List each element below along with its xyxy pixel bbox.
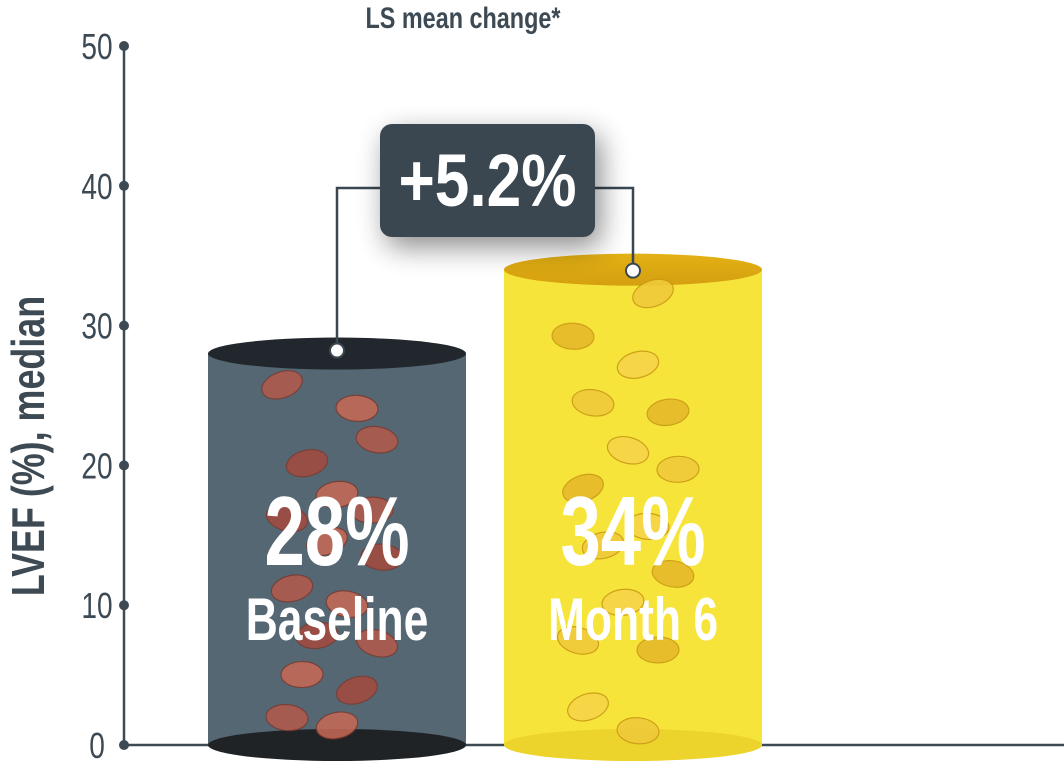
y-axis-label: LVEF (%), median	[3, 296, 54, 596]
cell-decoration	[551, 322, 595, 350]
cell-decoration	[562, 473, 604, 503]
cell-decoration	[270, 574, 314, 603]
cell-decoration	[636, 636, 680, 664]
bar-cells-decoration	[261, 370, 404, 740]
cell-decoration	[632, 278, 674, 309]
cell-decoration	[616, 350, 660, 379]
annotation-box	[380, 124, 595, 237]
annotation-layer: +5.2%	[329, 124, 641, 359]
cell-decoration	[355, 425, 399, 454]
bar-base	[208, 729, 466, 761]
cell-decoration	[651, 559, 695, 588]
annotation-text: +5.2%	[399, 140, 577, 222]
cell-decoration	[325, 590, 369, 618]
cell-decoration	[581, 531, 625, 560]
cell-decoration	[265, 703, 309, 732]
cell-decoration	[306, 526, 348, 557]
cell-decoration	[606, 436, 650, 465]
cell-decoration	[350, 496, 394, 524]
cell-decoration	[261, 370, 303, 400]
cell-decoration	[336, 675, 378, 705]
cell-decoration	[295, 621, 339, 650]
bar-category-label: Month 6	[548, 587, 718, 654]
y-tick-dot	[119, 41, 129, 51]
cell-decoration	[355, 628, 399, 658]
y-tick-label: 10	[81, 586, 112, 626]
cell-decoration	[571, 388, 615, 417]
y-tick-label: 40	[81, 166, 112, 206]
bar-value-label: 34%	[560, 477, 705, 586]
cell-decoration	[265, 503, 309, 533]
cell-decoration	[315, 480, 359, 509]
bar-base	[504, 729, 762, 761]
y-tick-dot	[119, 180, 129, 191]
bar-cells-decoration	[551, 278, 700, 745]
y-tick-dot	[119, 600, 129, 611]
cell-decoration	[335, 394, 379, 422]
cell-decoration	[360, 543, 404, 571]
cell-decoration	[567, 692, 609, 722]
cell-decoration	[601, 588, 645, 617]
y-tick-label: 0	[89, 726, 105, 766]
bracket-end-dot	[329, 342, 345, 359]
cell-decoration	[626, 512, 670, 541]
y-tick-label: 30	[81, 306, 112, 346]
y-tick-label: 20	[81, 446, 112, 486]
y-tick-dot	[119, 740, 129, 750]
y-tick-dot	[119, 320, 129, 331]
cell-decoration	[616, 717, 660, 745]
bar-body	[504, 269, 762, 745]
cell-decoration	[285, 448, 329, 478]
chart-title: LS mean change*	[366, 1, 561, 34]
y-tick-dot	[119, 460, 129, 471]
cell-decoration	[315, 711, 359, 740]
bar-month-6: 34%Month 6	[504, 253, 762, 761]
bar-value-label: 28%	[264, 477, 409, 586]
cell-decoration	[656, 455, 700, 483]
bar-category-label: Baseline	[246, 587, 429, 654]
bar-baseline: 28%Baseline	[208, 337, 466, 761]
cell-decoration	[280, 660, 324, 689]
bracket-end-dot	[625, 262, 641, 279]
cell-decoration	[646, 398, 690, 427]
y-tick-label: 50	[81, 27, 112, 67]
cell-decoration	[556, 626, 600, 655]
